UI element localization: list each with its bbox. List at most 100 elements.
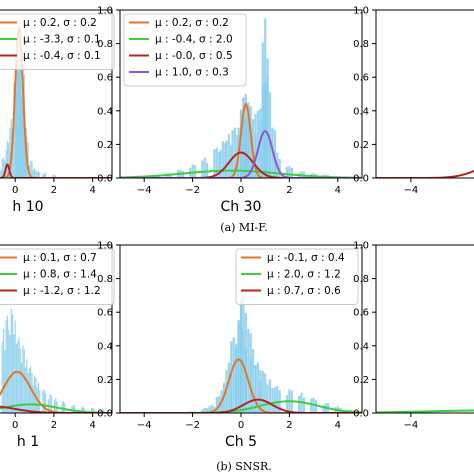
histogram-bar <box>235 343 238 413</box>
y-tick-label: 0.4 <box>353 341 369 352</box>
histogram-bar <box>1 158 3 178</box>
y-tick-label: 0.0 <box>97 174 113 185</box>
histogram-bar <box>237 320 240 413</box>
histogram-bar <box>21 362 23 413</box>
histogram-bar <box>4 350 6 413</box>
histogram-bar <box>35 170 37 178</box>
y-tick-label: 0.8 <box>97 274 113 285</box>
y-tick-label: 0.6 <box>97 308 113 319</box>
y-tick-label: 0.0 <box>353 409 369 420</box>
histogram-bar <box>268 379 272 413</box>
histogram-bar <box>247 329 250 413</box>
histogram-bar <box>93 408 95 413</box>
histogram-bar <box>206 408 209 413</box>
histogram-bar <box>1 341 3 413</box>
histogram-bar <box>15 343 18 413</box>
legend: μ : 0.2, σ : 0.2 μ : -3.3, σ : 0.1 μ : -0.… <box>0 13 115 70</box>
histogram-bar <box>239 301 243 413</box>
histogram-bar <box>27 142 29 178</box>
caption-bottom: (b) SNSR. <box>216 460 272 473</box>
histogram-bar <box>227 362 230 413</box>
histogram-bar <box>64 403 66 413</box>
series-line-red <box>376 169 474 178</box>
histogram-bar <box>191 164 194 178</box>
histogram-bar <box>206 162 209 178</box>
legend-box <box>0 248 115 305</box>
histogram-bar <box>9 334 11 413</box>
legend: μ : -0.1, σ : 0.4 μ : 2.0, σ : 1.2 μ : 0.7… <box>235 248 359 305</box>
histogram-bar <box>314 400 318 413</box>
histogram-bar <box>230 341 233 413</box>
histogram-bar <box>247 102 250 178</box>
histogram-bar <box>30 161 32 178</box>
histogram-bar <box>8 142 10 178</box>
series-line-orange <box>0 24 112 178</box>
histogram-bar <box>259 381 262 413</box>
histogram-bar <box>6 141 9 178</box>
y-tick-label: 1.0 <box>97 6 113 17</box>
histogram-bar <box>72 404 74 413</box>
histogram-bar <box>19 348 21 413</box>
histogram-bar <box>224 142 227 178</box>
x-tick-label: −4 <box>137 185 152 196</box>
y-tick-label: 0.4 <box>97 106 113 117</box>
histogram-bar <box>227 134 230 178</box>
x-tick-label: 0 <box>238 420 244 431</box>
histogram-bar <box>6 315 9 413</box>
histogram-bar <box>92 407 94 413</box>
y-tick-label: 0.8 <box>353 274 369 285</box>
histogram-bar <box>17 341 19 413</box>
histogram-bar <box>273 387 276 413</box>
series-line-orange <box>120 358 362 413</box>
histogram-bar <box>49 394 51 413</box>
y-tick-label: 0.2 <box>353 375 369 386</box>
histogram-bar <box>51 175 54 178</box>
x-tick-label: −2 <box>185 185 200 196</box>
histogram-bar <box>268 92 272 178</box>
panel-6: −4−20.00.20.40.60.81.0 <box>353 241 474 431</box>
x-tick-label: 0 <box>238 185 244 196</box>
legend-box <box>123 13 247 87</box>
histogram-bar <box>44 173 47 178</box>
legend: μ : 0.2, σ : 0.2 μ : -0.4, σ : 2.0 μ : -0.… <box>123 13 247 87</box>
histogram-bar <box>2 157 5 178</box>
histogram-bar <box>256 110 260 178</box>
legend: μ : 0.1, σ : 0.7 μ : 0.8, σ : 1.4 μ : -1.2… <box>0 248 115 305</box>
histogram-bar <box>43 172 45 178</box>
panel-title: h 10 <box>12 199 43 215</box>
histogram-bar <box>219 150 222 178</box>
panel-frame <box>0 244 113 414</box>
legend-label: μ : 1.0, σ : 0.3 <box>155 67 229 79</box>
histogram-bar <box>215 147 218 178</box>
histogram-bar <box>17 56 19 178</box>
legend-label: μ : -3.3, σ : 0.1 <box>23 34 101 46</box>
legend-label: μ : 0.1, σ : 0.7 <box>23 252 97 264</box>
histogram-bar <box>31 162 33 178</box>
legend-box <box>235 248 359 305</box>
histogram-bar <box>22 120 25 178</box>
histogram-bar <box>26 359 28 413</box>
series-line-green <box>120 169 362 178</box>
histogram-bar <box>285 166 289 178</box>
panel-title: Ch 5 <box>225 434 257 450</box>
histogram-bar <box>32 385 34 413</box>
histogram-bar <box>10 308 12 413</box>
histogram-bar <box>15 92 18 178</box>
histogram-bar <box>276 386 279 413</box>
y-tick-label: 0.4 <box>97 341 113 352</box>
histogram-bar <box>16 52 18 178</box>
y-tick-label: 0.8 <box>353 39 369 50</box>
histogram-bar <box>302 397 306 413</box>
histogram-bar <box>218 152 221 178</box>
histogram-bar <box>50 395 52 413</box>
panel-4: 0 2 4h 1μ : 0.1, σ : 0.7μ : 0.8, σ : 1.4μ … <box>0 244 115 450</box>
histogram-bar <box>18 35 20 178</box>
histogram-bar <box>36 171 38 178</box>
histogram-bar <box>273 130 276 178</box>
series-line-red <box>0 163 112 178</box>
histogram-bar <box>27 372 29 413</box>
y-tick-label: 1.0 <box>97 241 113 252</box>
histogram-bar <box>22 345 24 413</box>
histogram-bar <box>242 295 245 413</box>
histogram-bar <box>201 160 204 178</box>
